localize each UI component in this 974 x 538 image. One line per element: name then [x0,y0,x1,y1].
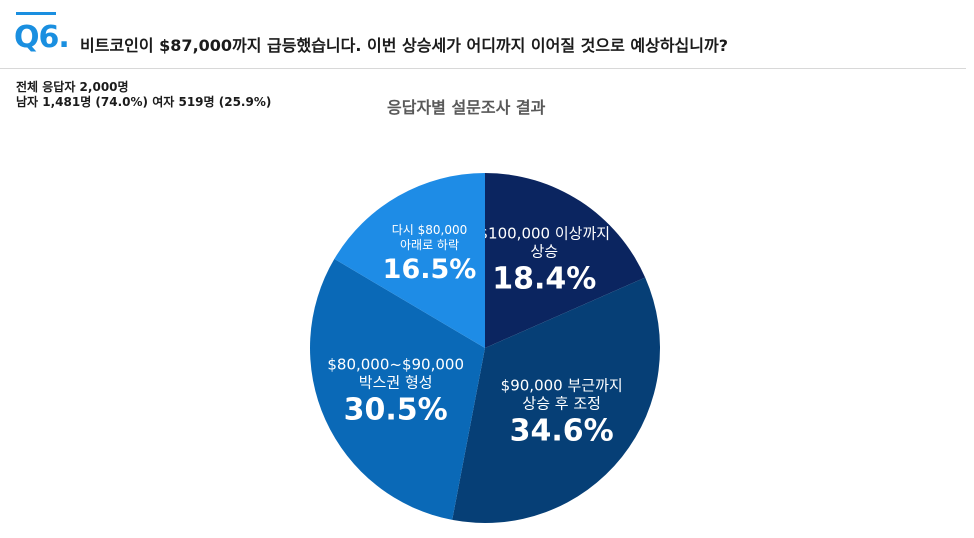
slice-value-label: 30.5% [344,393,448,428]
respondent-breakdown: 남자 1,481명 (74.0%) 여자 519명 (25.9%) [16,95,272,109]
pie-slice [485,173,646,348]
slice-label: $100,000 이상까지 [479,225,611,243]
respondent-total: 전체 응답자 2,000명 [16,80,129,94]
question-text: 비트코인이 $87,000까지 급등했습니다. 이번 상승세가 어디까지 이어질… [80,36,728,55]
respondent-stats: 전체 응답자 2,000명 남자 1,481명 (74.0%) 여자 519명 … [16,80,271,110]
header-divider [0,68,966,69]
slice-label: 아래로 하락 [400,238,459,252]
chart-title: 응답자별 설문조사 결과 [387,98,546,117]
question-accent-bar [16,12,56,15]
pie-slice [452,277,660,523]
slice-value-label: 16.5% [383,254,477,285]
slice-label: 다시 $80,000 [392,223,468,237]
pie-slice [310,258,485,520]
slice-label: 박스권 형성 [359,374,433,392]
slice-label: $80,000~$90,000 [327,356,464,374]
slice-label: 상승 [530,243,558,261]
slice-value-label: 18.4% [492,262,596,297]
pie-slice [334,173,485,348]
question-number: Q6. [14,20,70,55]
slice-label: $90,000 부근까지 [501,376,623,394]
slice-label: 상승 후 조정 [522,394,601,412]
slice-value-label: 34.6% [510,413,614,448]
